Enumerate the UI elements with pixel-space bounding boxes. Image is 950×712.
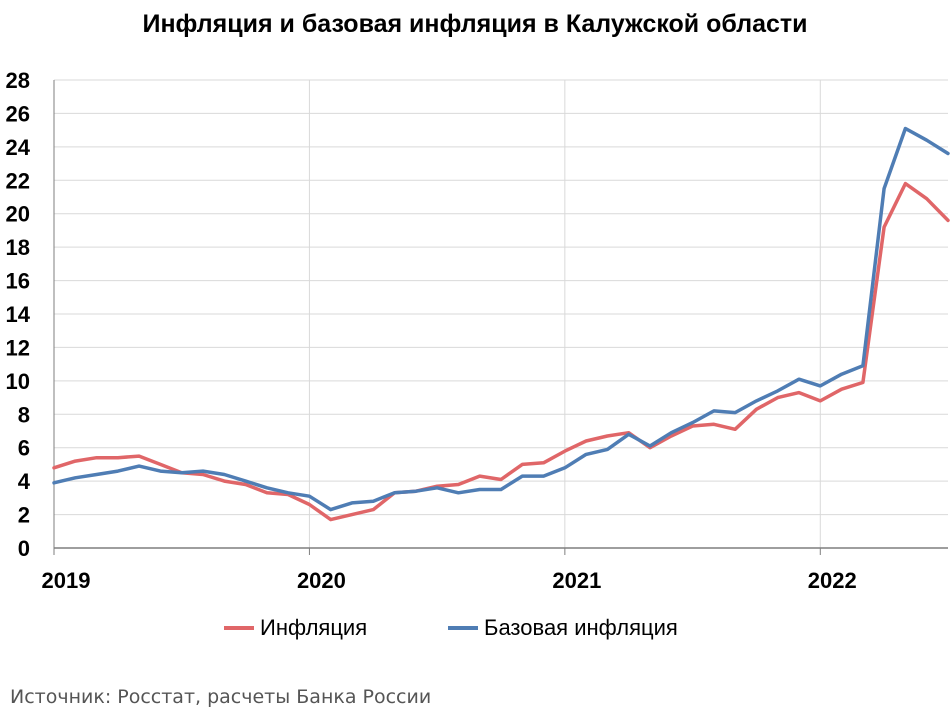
legend-item-inflation: Инфляция bbox=[224, 615, 367, 641]
y-tick-label: 0 bbox=[18, 536, 30, 561]
y-tick-label: 14 bbox=[6, 302, 31, 327]
core-inflation-line bbox=[52, 126, 950, 512]
x-tick-label: 2021 bbox=[552, 568, 601, 593]
legend: Инфляция Базовая инфляция bbox=[0, 615, 950, 645]
y-tick-label: 22 bbox=[6, 168, 30, 193]
source-note: Источник: Росстат, расчеты Банка России bbox=[10, 686, 432, 708]
y-tick-label: 6 bbox=[18, 436, 30, 461]
inflation-line bbox=[52, 181, 950, 522]
x-tick-label: 2019 bbox=[42, 568, 91, 593]
axes bbox=[53, 80, 948, 555]
y-tick-label: 20 bbox=[6, 202, 30, 227]
x-tick-label: 2022 bbox=[808, 568, 857, 593]
y-tick-label: 28 bbox=[6, 68, 30, 93]
legend-swatch-inflation bbox=[224, 626, 254, 630]
y-tick-label: 10 bbox=[6, 369, 30, 394]
y-tick-label: 16 bbox=[6, 269, 30, 294]
grid bbox=[54, 79, 948, 548]
legend-item-core-inflation: Базовая инфляция bbox=[448, 615, 678, 641]
legend-swatch-core-inflation bbox=[448, 626, 478, 630]
legend-label-inflation: Инфляция bbox=[260, 615, 368, 640]
y-tick-label: 4 bbox=[18, 469, 31, 494]
x-tick-label: 2020 bbox=[297, 568, 346, 593]
y-tick-label: 12 bbox=[6, 335, 30, 360]
y-tick-label: 2 bbox=[18, 503, 30, 528]
legend-label-core-inflation: Базовая инфляция bbox=[484, 615, 678, 640]
y-tick-label: 8 bbox=[18, 402, 30, 427]
series bbox=[52, 126, 950, 522]
chart-title: Инфляция и базовая инфляция в Калужской … bbox=[142, 10, 808, 38]
y-tick-label: 26 bbox=[6, 101, 30, 126]
x-tick-labels: 2019 2020 2021 2022 bbox=[42, 568, 857, 593]
y-tick-label: 24 bbox=[6, 135, 31, 160]
y-tick-label: 18 bbox=[6, 235, 30, 260]
